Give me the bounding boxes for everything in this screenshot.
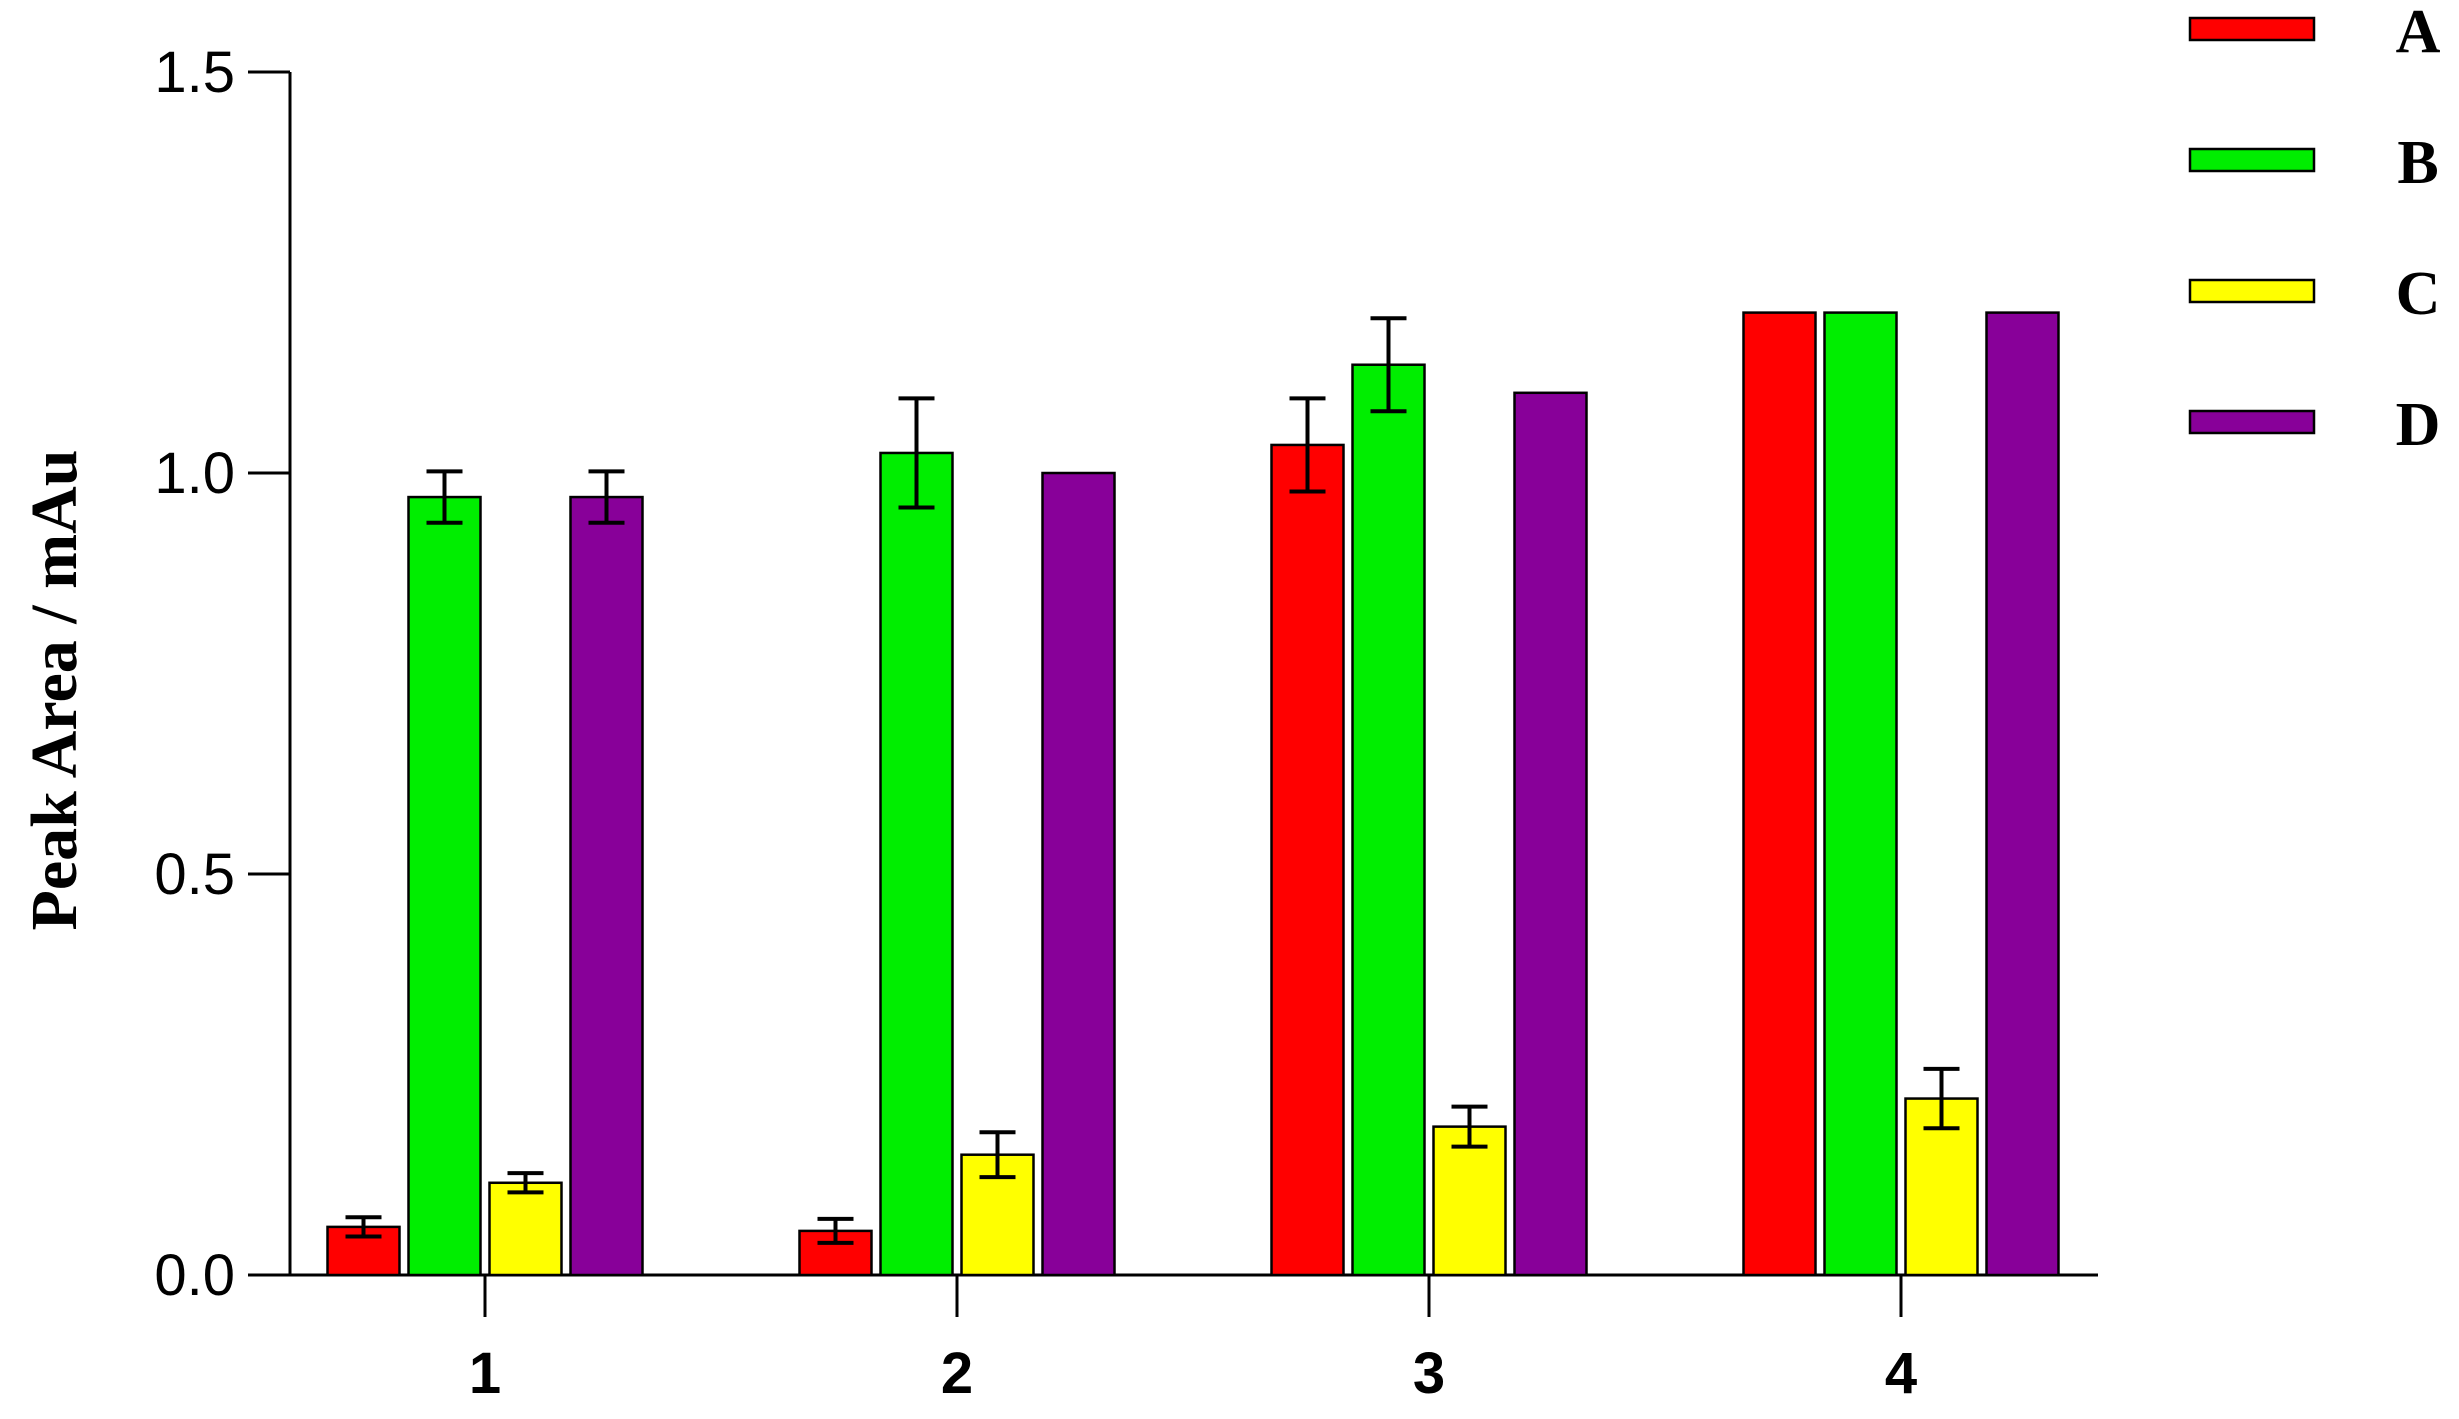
legend-swatch-C (2188, 278, 2316, 304)
legend-swatch-D (2188, 409, 2316, 435)
bar-B-3 (1351, 363, 1426, 1277)
bar-D-3 (1513, 391, 1588, 1277)
legend-swatch-A (2188, 16, 2316, 42)
y-axis-label: Peak Area / mAu (18, 450, 91, 931)
y-tick-label: 1.5 (154, 40, 235, 105)
legend-label-C: C (2396, 260, 2441, 328)
x-tick-label: 1 (469, 1341, 501, 1406)
legend-label-A: A (2396, 0, 2441, 66)
y-tick-label: 1.0 (154, 441, 235, 506)
x-tick-label: 2 (941, 1341, 973, 1406)
bar-A-3 (1270, 443, 1345, 1277)
legend-label-B: B (2397, 129, 2438, 197)
y-tick-label: 0.5 (154, 842, 235, 907)
bar-A-4 (1742, 311, 1817, 1277)
x-tick-label: 3 (1413, 1341, 1445, 1406)
bar-D-2 (1041, 471, 1116, 1277)
legend-swatch-B (2188, 147, 2316, 173)
bar-D-1 (569, 495, 644, 1277)
x-tick-label: 4 (1885, 1341, 1917, 1406)
bar-C-1 (488, 1181, 563, 1277)
bar-B-2 (879, 451, 954, 1277)
bar-C-2 (960, 1153, 1035, 1277)
bar-C-3 (1432, 1125, 1507, 1277)
plot-area: 0.0 0.5 1.0 1.5 1 2 3 4 (154, 40, 2098, 1406)
y-tick-label: 0.0 (154, 1243, 235, 1308)
legend-label-D: D (2396, 391, 2441, 459)
bar-B-4 (1823, 311, 1898, 1277)
bar-D-4 (1985, 311, 2060, 1277)
bar-B-1 (407, 495, 482, 1277)
